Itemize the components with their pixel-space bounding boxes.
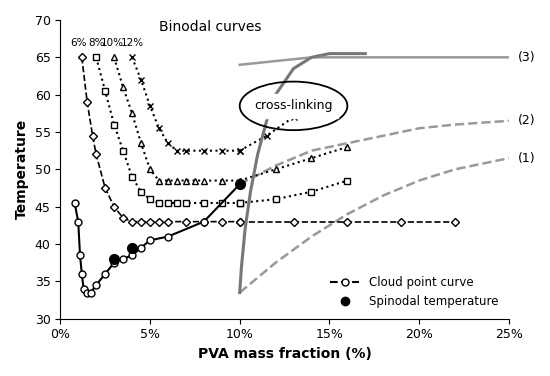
Text: cross-linking: cross-linking	[254, 99, 333, 112]
Text: 6%: 6%	[70, 38, 86, 48]
Text: (1): (1)	[518, 152, 536, 165]
Text: Binodal curves: Binodal curves	[159, 20, 261, 34]
Text: 12%: 12%	[120, 38, 144, 48]
Legend: Cloud point curve, Spinodal temperature: Cloud point curve, Spinodal temperature	[325, 271, 503, 313]
Text: (2): (2)	[518, 114, 536, 127]
Text: (3): (3)	[518, 51, 536, 64]
Y-axis label: Temperature: Temperature	[15, 119, 29, 220]
Text: 8%: 8%	[88, 38, 104, 48]
Text: 10%: 10%	[101, 38, 124, 48]
X-axis label: PVA mass fraction (%): PVA mass fraction (%)	[197, 347, 371, 361]
